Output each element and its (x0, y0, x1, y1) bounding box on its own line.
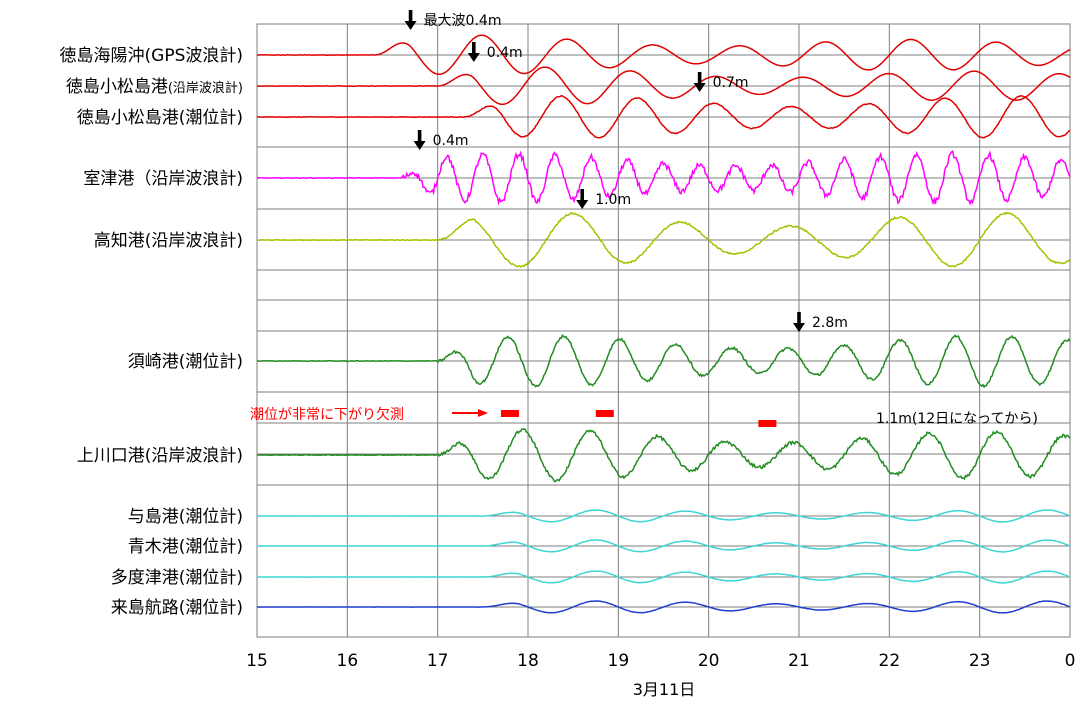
down-arrow-icon (576, 200, 589, 209)
x-tick-label: 19 (608, 651, 630, 671)
arrow-shaft (697, 72, 702, 84)
x-axis-label: 3月11日 (633, 680, 696, 699)
peak-marker: 0.7m (693, 72, 749, 92)
missing-data-marker (758, 420, 777, 427)
series-layer (256, 34, 1071, 614)
peak-label: 最大波0.4m (424, 13, 502, 29)
series-line (256, 211, 1071, 268)
x-tick-label: 15 (246, 651, 268, 671)
station-labels: 徳島海陽沖(GPS波浪計) 徳島小松島港(沿岸波浪計) 徳島小松島港(潮位計) 室津港… (60, 46, 243, 618)
x-tick-label: 21 (788, 651, 810, 671)
arrow-shaft (580, 189, 584, 201)
peak-marker: 最大波0.4m (404, 10, 502, 30)
arrow-shaft (408, 10, 413, 22)
down-arrow-icon (693, 83, 706, 92)
peak-marker: 1.0m (576, 189, 631, 209)
missing-note: 潮位が非常に下がり欠測 (250, 407, 404, 423)
series-line (257, 95, 1071, 139)
arrow-shaft (797, 312, 801, 324)
annotations: 最大波0.4m 0.4m 0.7m 0.4m 1.0m 2.8m 1.1m(12日になってか… (250, 10, 1038, 427)
x-axis: 15 16 17 18 19 20 21 22 23 0 (246, 651, 1075, 671)
series-line (257, 66, 1071, 106)
down-arrow-icon (404, 21, 417, 30)
down-arrow-icon (467, 53, 480, 62)
missing-data-marker (595, 410, 614, 417)
station-label: 多度津港(潮位計) (111, 568, 243, 588)
grid (256, 23, 1071, 638)
peak-label: 0.7m (713, 75, 749, 91)
station-label: 徳島小松島港(沿岸波浪計) (66, 77, 243, 97)
station-label: 須崎港(潮位計) (128, 352, 243, 372)
peak-label: 0.4m (487, 45, 523, 61)
arrow-shaft (417, 130, 422, 142)
peak-label: 1.0m (595, 192, 631, 208)
x-tick-label: 16 (337, 651, 359, 671)
series-line (256, 150, 1071, 206)
peak-label: 2.8m (812, 315, 848, 331)
x-tick-label: 17 (427, 651, 449, 671)
series-line (257, 570, 1071, 584)
station-label: 与島港(潮位計) (128, 507, 243, 527)
station-label: 高知港(沿岸波浪計) (94, 231, 243, 251)
series-line (256, 428, 1071, 483)
x-tick-label: 20 (698, 651, 720, 671)
station-label: 徳島小松島港(潮位計) (77, 108, 243, 128)
missing-data-marker (500, 410, 519, 417)
arrow-shaft (472, 42, 476, 54)
series-line (257, 539, 1071, 553)
station-label: 来島航路(潮位計) (111, 598, 243, 618)
series-line (256, 34, 1071, 76)
station-label: 上川口港(沿岸波浪計) (77, 446, 243, 466)
series-line (257, 509, 1071, 523)
station-label: 青木港(潮位計) (128, 537, 243, 557)
right-arrow-icon (478, 409, 488, 417)
peak-label: 0.4m (433, 133, 469, 149)
series-line (257, 600, 1071, 614)
down-arrow-icon (413, 141, 426, 150)
x-tick-label: 0 (1065, 651, 1076, 671)
peak-marker: 0.4m (467, 42, 523, 62)
x-tick-label: 18 (517, 651, 539, 671)
series-line (256, 333, 1071, 389)
peak-marker: 2.8m (793, 312, 848, 332)
note-label: 1.1m(12日になってから) (876, 411, 1038, 427)
x-tick-label: 23 (969, 651, 991, 671)
x-tick-label: 22 (879, 651, 901, 671)
down-arrow-icon (793, 323, 805, 332)
station-label: 室津港（沿岸波浪計) (83, 169, 243, 189)
peak-marker: 0.4m (413, 130, 469, 150)
station-label: 徳島海陽沖(GPS波浪計) (60, 46, 243, 66)
